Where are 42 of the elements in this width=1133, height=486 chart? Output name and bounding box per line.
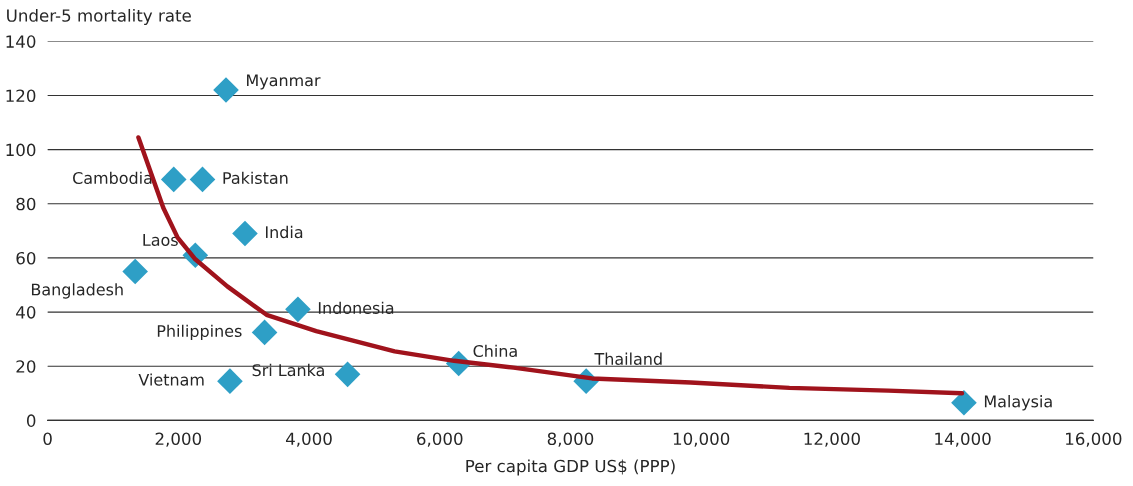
y-tick-label: 40 [16,306,36,319]
y-tick-label: 80 [16,197,36,211]
annotation: China [473,344,517,358]
point [251,319,278,346]
y-tick-label: 140 [6,35,36,48]
point [122,258,148,285]
point [334,361,361,388]
x-tick-label: 2,000 [155,432,202,447]
y-axis-title: Under-5 mortality rate [7,8,191,26]
x-tick-label: 4,000 [285,432,332,447]
point [217,368,243,394]
annotation: Thailand [594,352,662,365]
point [189,166,216,193]
annotation: India [265,225,303,239]
annotation: Laos [143,234,178,246]
annotation: Indonesia [318,301,394,315]
x-axis-title: Per capita GDP US$ (PPP) [466,459,675,476]
annotation: Cambodia [73,171,152,185]
y-tick-label: 100 [6,143,36,157]
annotation: Sri Lanka [252,363,324,377]
point [951,389,977,416]
annotation: Pakistan [223,171,288,185]
x-tick-label: 0 [43,432,52,446]
annotation: Vietnam [138,373,204,386]
point [232,220,258,247]
x-tick-label: 6,000 [417,432,463,447]
x-tick-label: 12,000 [804,432,860,447]
y-tick-label: 60 [16,251,36,265]
annotation: Bangladesh [31,283,123,299]
point [285,296,311,323]
x-tick-label: 14,000 [935,432,991,447]
point [213,77,239,103]
annotation: Myanmar [247,74,321,90]
y-tick-label: 0 [26,414,36,427]
y-tick-label: 120 [6,89,36,103]
point [160,166,187,193]
x-tick-label: 16,000 [1066,432,1122,447]
annotation: Philippines [157,324,242,341]
x-tick-label: 8,000 [547,432,594,447]
y-tick-label: 20 [16,360,36,373]
annotation: Malaysia [984,395,1052,411]
x-tick-label: 10,000 [673,432,730,447]
